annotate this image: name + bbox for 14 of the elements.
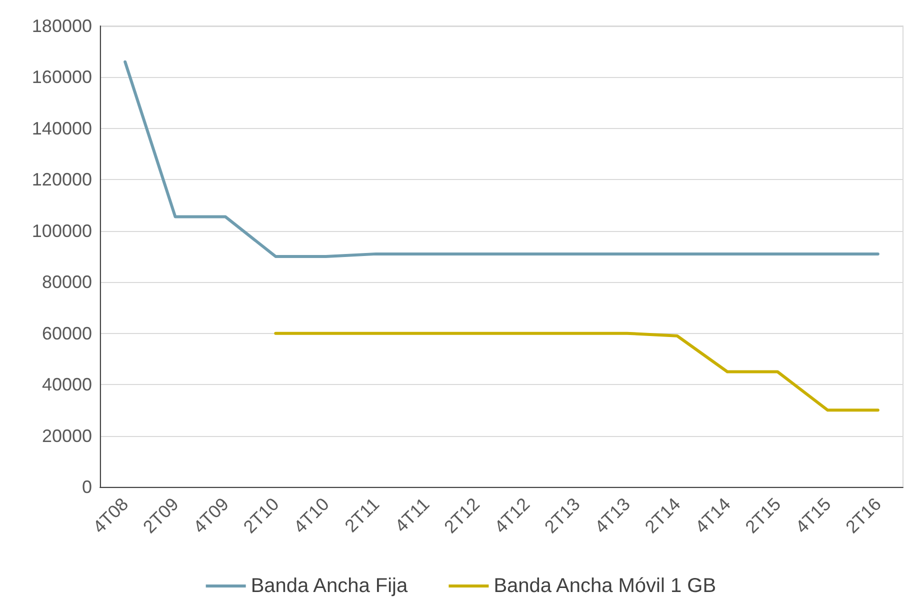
line-series — [124, 60, 880, 258]
y-tick-label: 160000 — [32, 67, 92, 88]
y-tick-label: 120000 — [32, 170, 92, 190]
y-tick-label: 0 — [82, 477, 92, 497]
legend-label: Banda Ancha Fija — [250, 575, 408, 597]
y-tick-label: 180000 — [32, 16, 92, 36]
y-tick-label: 80000 — [42, 272, 92, 292]
legend-label: Banda Ancha Móvil 1 GB — [494, 575, 716, 597]
y-tick-label: 20000 — [42, 426, 92, 446]
y-tick-label: 100000 — [32, 220, 92, 241]
y-tick-label: 40000 — [42, 374, 92, 395]
y-tick-label: 60000 — [42, 323, 92, 344]
y-tick-label: 140000 — [32, 118, 92, 138]
line-series — [274, 332, 880, 412]
